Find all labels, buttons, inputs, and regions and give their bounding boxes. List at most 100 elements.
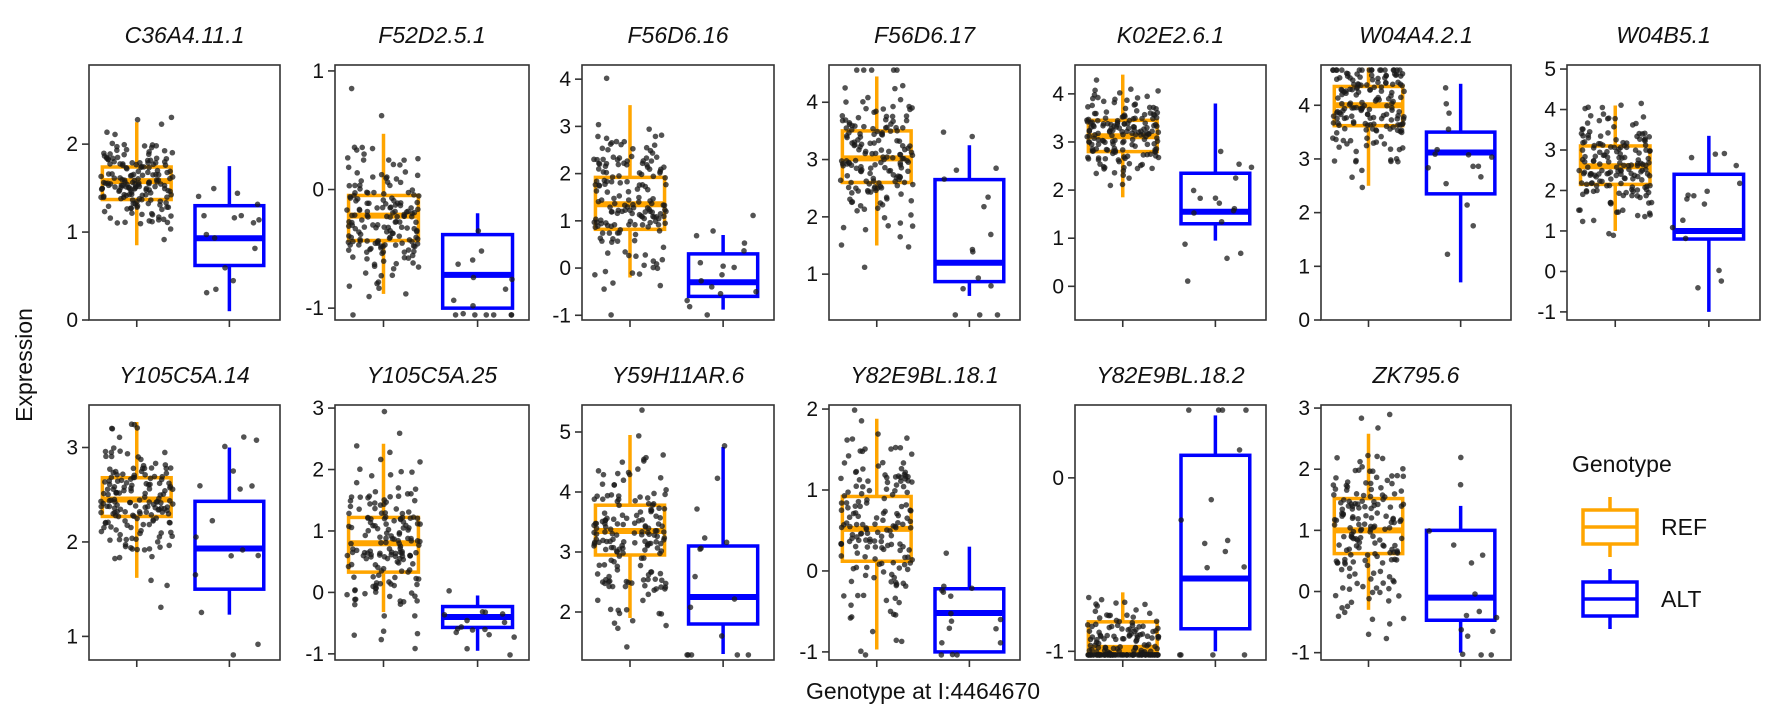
data-point — [1341, 115, 1348, 122]
data-point — [889, 113, 896, 120]
data-point — [364, 190, 371, 196]
data-point — [1110, 141, 1116, 147]
data-point — [657, 474, 664, 481]
data-point — [166, 497, 173, 504]
data-point — [1394, 67, 1400, 73]
data-point — [1642, 184, 1648, 191]
data-point — [156, 480, 163, 487]
data-point — [1468, 560, 1475, 566]
data-point — [845, 504, 851, 511]
data-point — [870, 125, 876, 132]
data-point — [1608, 200, 1614, 207]
data-point — [1237, 250, 1244, 257]
data-point — [397, 549, 404, 556]
data-point — [1102, 115, 1109, 121]
data-point — [399, 514, 406, 521]
panel-frame — [828, 64, 1021, 321]
data-point — [898, 638, 905, 645]
data-point — [411, 248, 417, 255]
data-point — [145, 169, 151, 176]
data-point — [1383, 635, 1390, 642]
data-point — [158, 604, 164, 611]
data-point — [855, 114, 862, 121]
data-point — [611, 482, 618, 488]
y-tick-label: 3 — [1052, 131, 1064, 154]
data-point — [1623, 144, 1630, 151]
box-alt — [1179, 415, 1252, 652]
data-point — [351, 192, 357, 199]
data-point — [353, 443, 360, 449]
data-point — [356, 506, 362, 512]
data-point — [1341, 125, 1348, 132]
data-point — [607, 204, 613, 210]
data-point — [1331, 522, 1338, 528]
data-point — [602, 546, 609, 553]
data-point — [163, 465, 170, 472]
data-point — [608, 209, 615, 215]
data-point — [138, 527, 144, 534]
data-point — [658, 132, 665, 138]
data-point — [148, 465, 155, 471]
data-point — [396, 233, 403, 239]
data-point — [905, 473, 911, 480]
data-point — [648, 506, 654, 513]
data-point — [373, 585, 379, 591]
data-point — [652, 133, 659, 140]
data-point — [1359, 184, 1366, 191]
data-point — [396, 430, 403, 437]
data-point — [1152, 146, 1158, 153]
data-point — [163, 470, 170, 477]
data-point — [1353, 148, 1359, 155]
data-point — [140, 521, 147, 528]
data-point — [397, 601, 404, 607]
data-point — [104, 486, 111, 493]
data-point — [349, 222, 356, 229]
data-point — [401, 157, 407, 163]
data-point — [1129, 622, 1136, 629]
data-point — [1644, 171, 1651, 177]
data-point — [486, 631, 492, 638]
data-point — [1340, 137, 1347, 144]
points-alt — [684, 212, 759, 318]
data-point — [1584, 120, 1591, 126]
data-point — [130, 512, 136, 519]
data-point — [413, 219, 419, 226]
data-point — [414, 520, 421, 527]
data-point — [601, 562, 608, 568]
data-point — [368, 245, 374, 252]
data-point — [159, 206, 165, 213]
data-point — [631, 520, 638, 526]
data-point — [356, 207, 363, 213]
data-point — [1383, 513, 1389, 520]
data-point — [1591, 172, 1598, 179]
data-point — [1364, 135, 1370, 141]
data-point — [1589, 180, 1595, 186]
data-point — [887, 167, 894, 174]
data-point — [1605, 115, 1612, 121]
box-alt — [1424, 505, 1497, 653]
data-point — [609, 174, 616, 180]
data-point — [141, 547, 148, 553]
y-tick-label: 1 — [66, 625, 78, 648]
data-point — [603, 75, 610, 82]
data-point — [880, 517, 886, 524]
data-point — [849, 190, 855, 196]
data-point — [115, 513, 122, 520]
data-point — [660, 452, 666, 458]
data-point — [414, 581, 420, 588]
data-point — [595, 468, 602, 474]
data-point — [655, 221, 662, 228]
data-point — [1350, 120, 1357, 126]
data-point — [838, 158, 845, 164]
data-point — [839, 113, 846, 119]
data-point — [907, 106, 913, 113]
data-point — [1222, 548, 1229, 555]
data-point — [624, 204, 631, 210]
data-point — [137, 510, 143, 517]
data-point — [902, 583, 909, 589]
data-point — [853, 483, 860, 490]
data-point — [141, 164, 147, 170]
data-point — [908, 451, 915, 457]
data-point — [1085, 154, 1091, 161]
